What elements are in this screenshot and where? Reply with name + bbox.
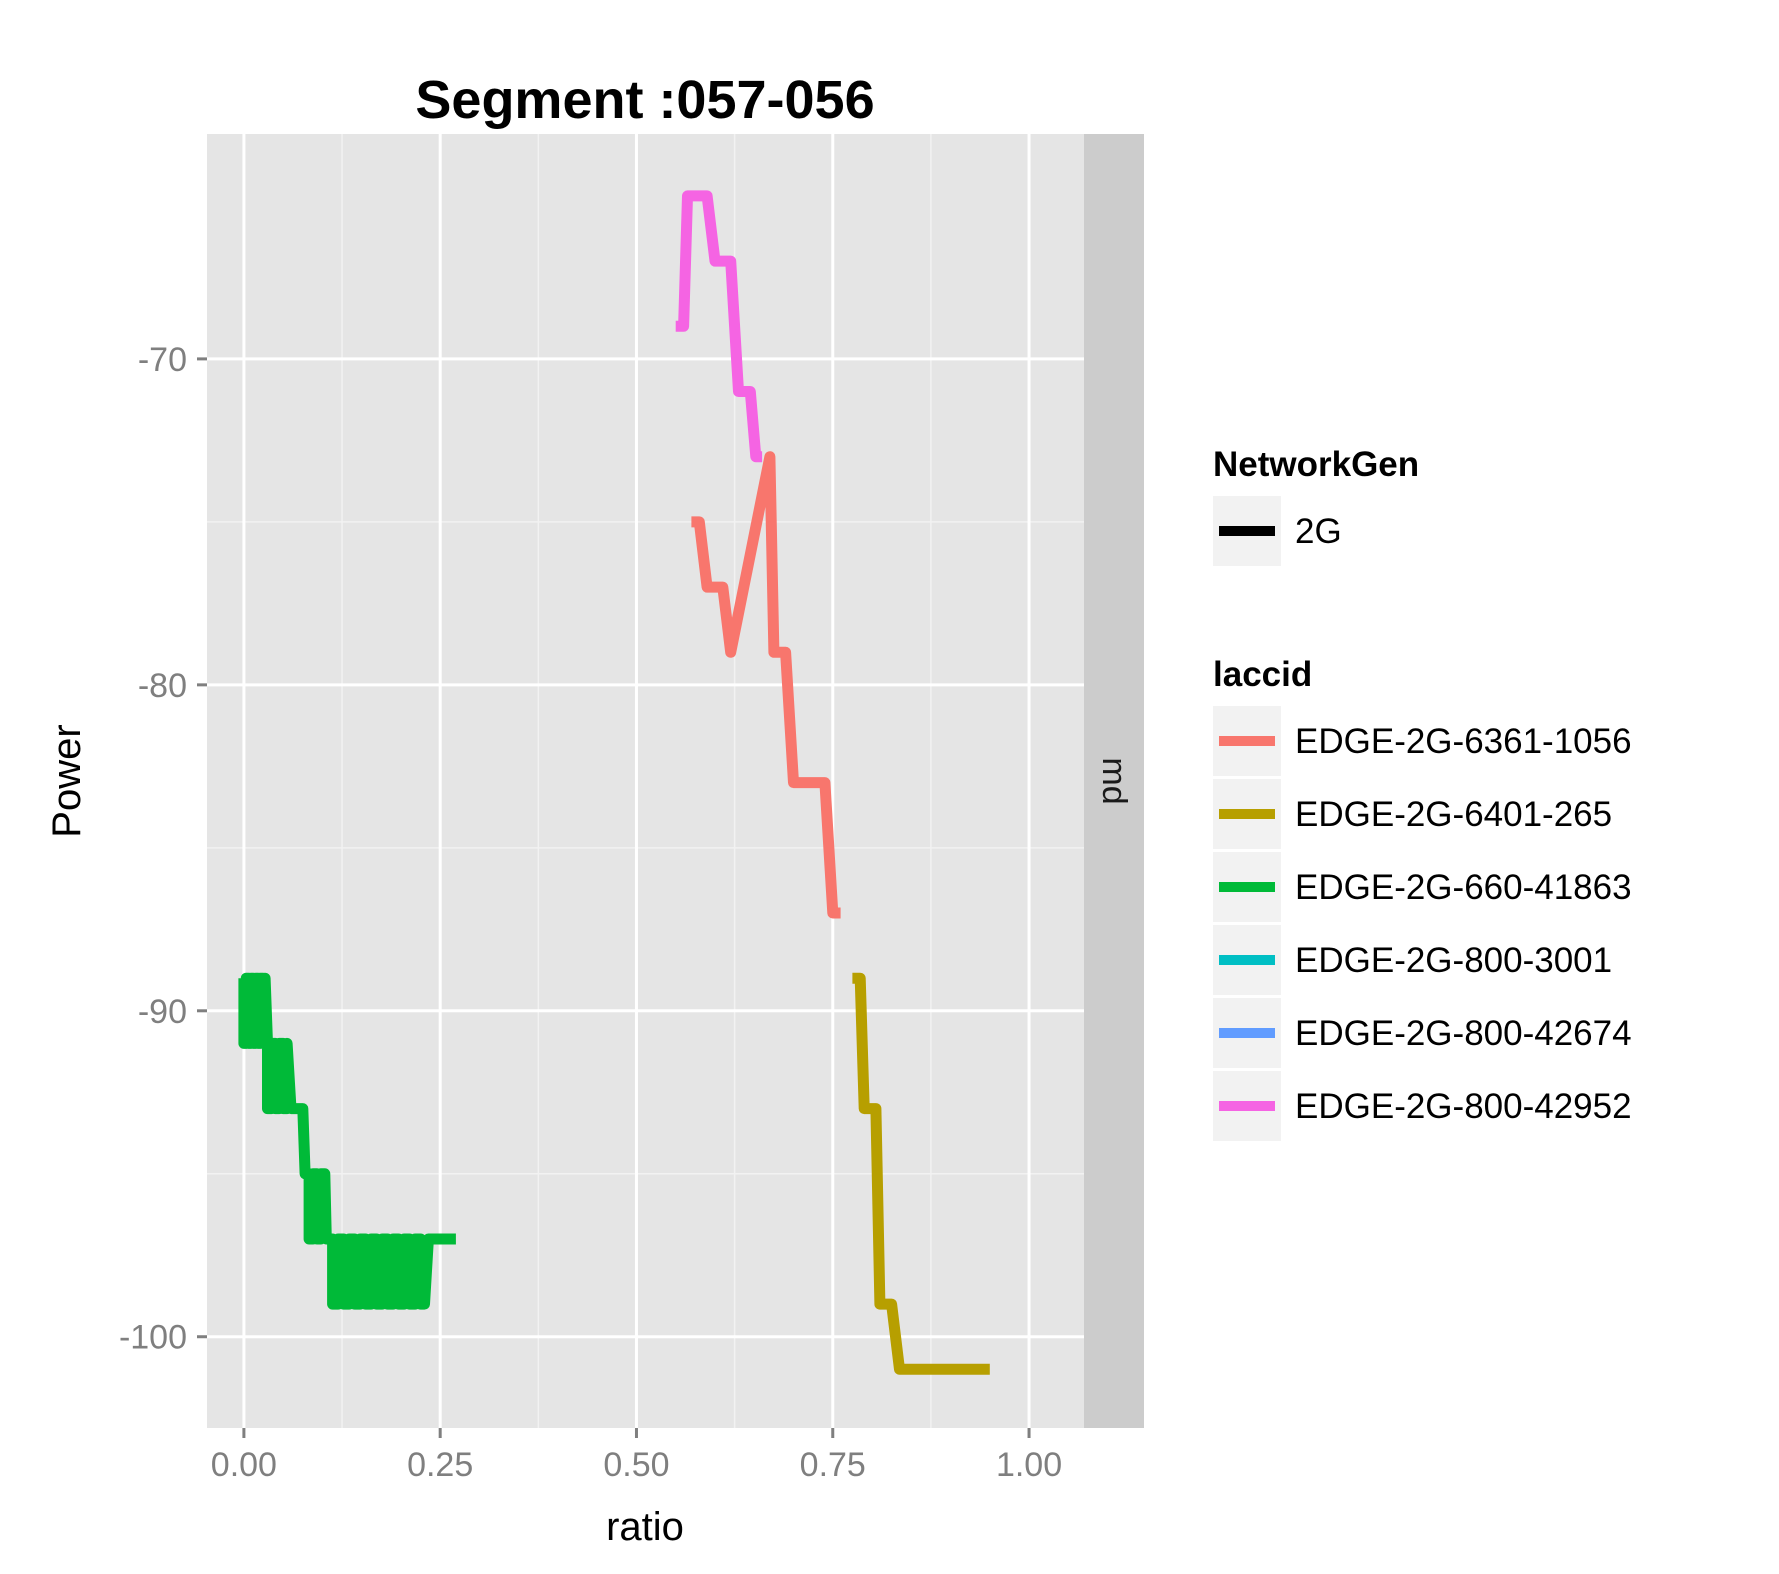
y-tick-label: -100 (119, 1319, 187, 1357)
legend-entry-label: EDGE-2G-800-3001 (1295, 941, 1612, 980)
x-tick-label: 1.00 (996, 1446, 1062, 1484)
legend-entry-label: EDGE-2G-6401-265 (1295, 795, 1612, 834)
x-axis-ticks: 0.00 0.25 0.50 0.75 1.00 (211, 1428, 1062, 1484)
x-tick-label: 0.75 (800, 1446, 866, 1484)
legend-entry-label: EDGE-2G-800-42674 (1295, 1014, 1632, 1053)
legend-entry-label: EDGE-2G-800-42952 (1295, 1087, 1632, 1126)
legend-entry-label: EDGE-2G-6361-1056 (1295, 722, 1632, 761)
y-axis-ticks: -70 -80 -90 -100 (119, 341, 207, 1357)
grid-minor (207, 134, 1084, 1428)
legend-entry-label: 2G (1295, 512, 1342, 551)
legend-title: NetworkGen (1213, 445, 1419, 484)
x-tick-label: 0.00 (211, 1446, 277, 1484)
plot-panel (207, 134, 1084, 1428)
y-tick-label: -70 (138, 341, 187, 379)
series-line-EDGE-2G-660-41863 (238, 972, 456, 1310)
x-axis-label: ratio (606, 1505, 684, 1549)
y-tick-label: -90 (138, 993, 187, 1031)
series-line-EDGE-2G-6401-265 (852, 972, 990, 1375)
y-tick-label: -80 (138, 667, 187, 705)
legend-title: laccid (1213, 655, 1312, 694)
x-tick-label: 0.50 (603, 1446, 669, 1484)
y-axis-label: Power (45, 724, 89, 837)
facet-strip (1084, 134, 1144, 1428)
grid-major (207, 134, 1084, 1428)
legend-entry-label: EDGE-2G-660-41863 (1295, 868, 1632, 907)
x-tick-label: 0.25 (407, 1446, 473, 1484)
series-line-EDGE-2G-6361-1056 (691, 451, 841, 919)
facet-strip-label: md (1095, 757, 1133, 804)
chart-title: Segment :057-056 (415, 70, 874, 130)
legend: NetworkGen 2G laccid EDGE-2G-6361-1056 EDGE-… (1213, 445, 1632, 1141)
series-lines (238, 190, 990, 1375)
series-line-EDGE-2G-800-42952 (675, 190, 763, 463)
